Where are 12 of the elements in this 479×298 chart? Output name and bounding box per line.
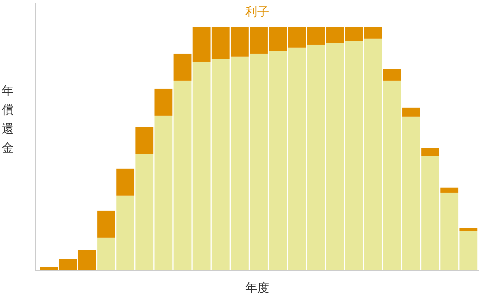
bar: [116, 168, 135, 196]
x-axis-title: 年度: [246, 281, 270, 295]
series-label: 利子: [246, 5, 270, 19]
bar: [422, 148, 440, 156]
y-axis-title: 年償還金: [2, 84, 14, 155]
bar: [440, 188, 459, 193]
bar: [460, 228, 478, 232]
bar: [98, 210, 116, 238]
bar: [402, 108, 420, 117]
bar: [154, 88, 173, 116]
bar: [136, 127, 154, 154]
bar: [383, 69, 402, 81]
